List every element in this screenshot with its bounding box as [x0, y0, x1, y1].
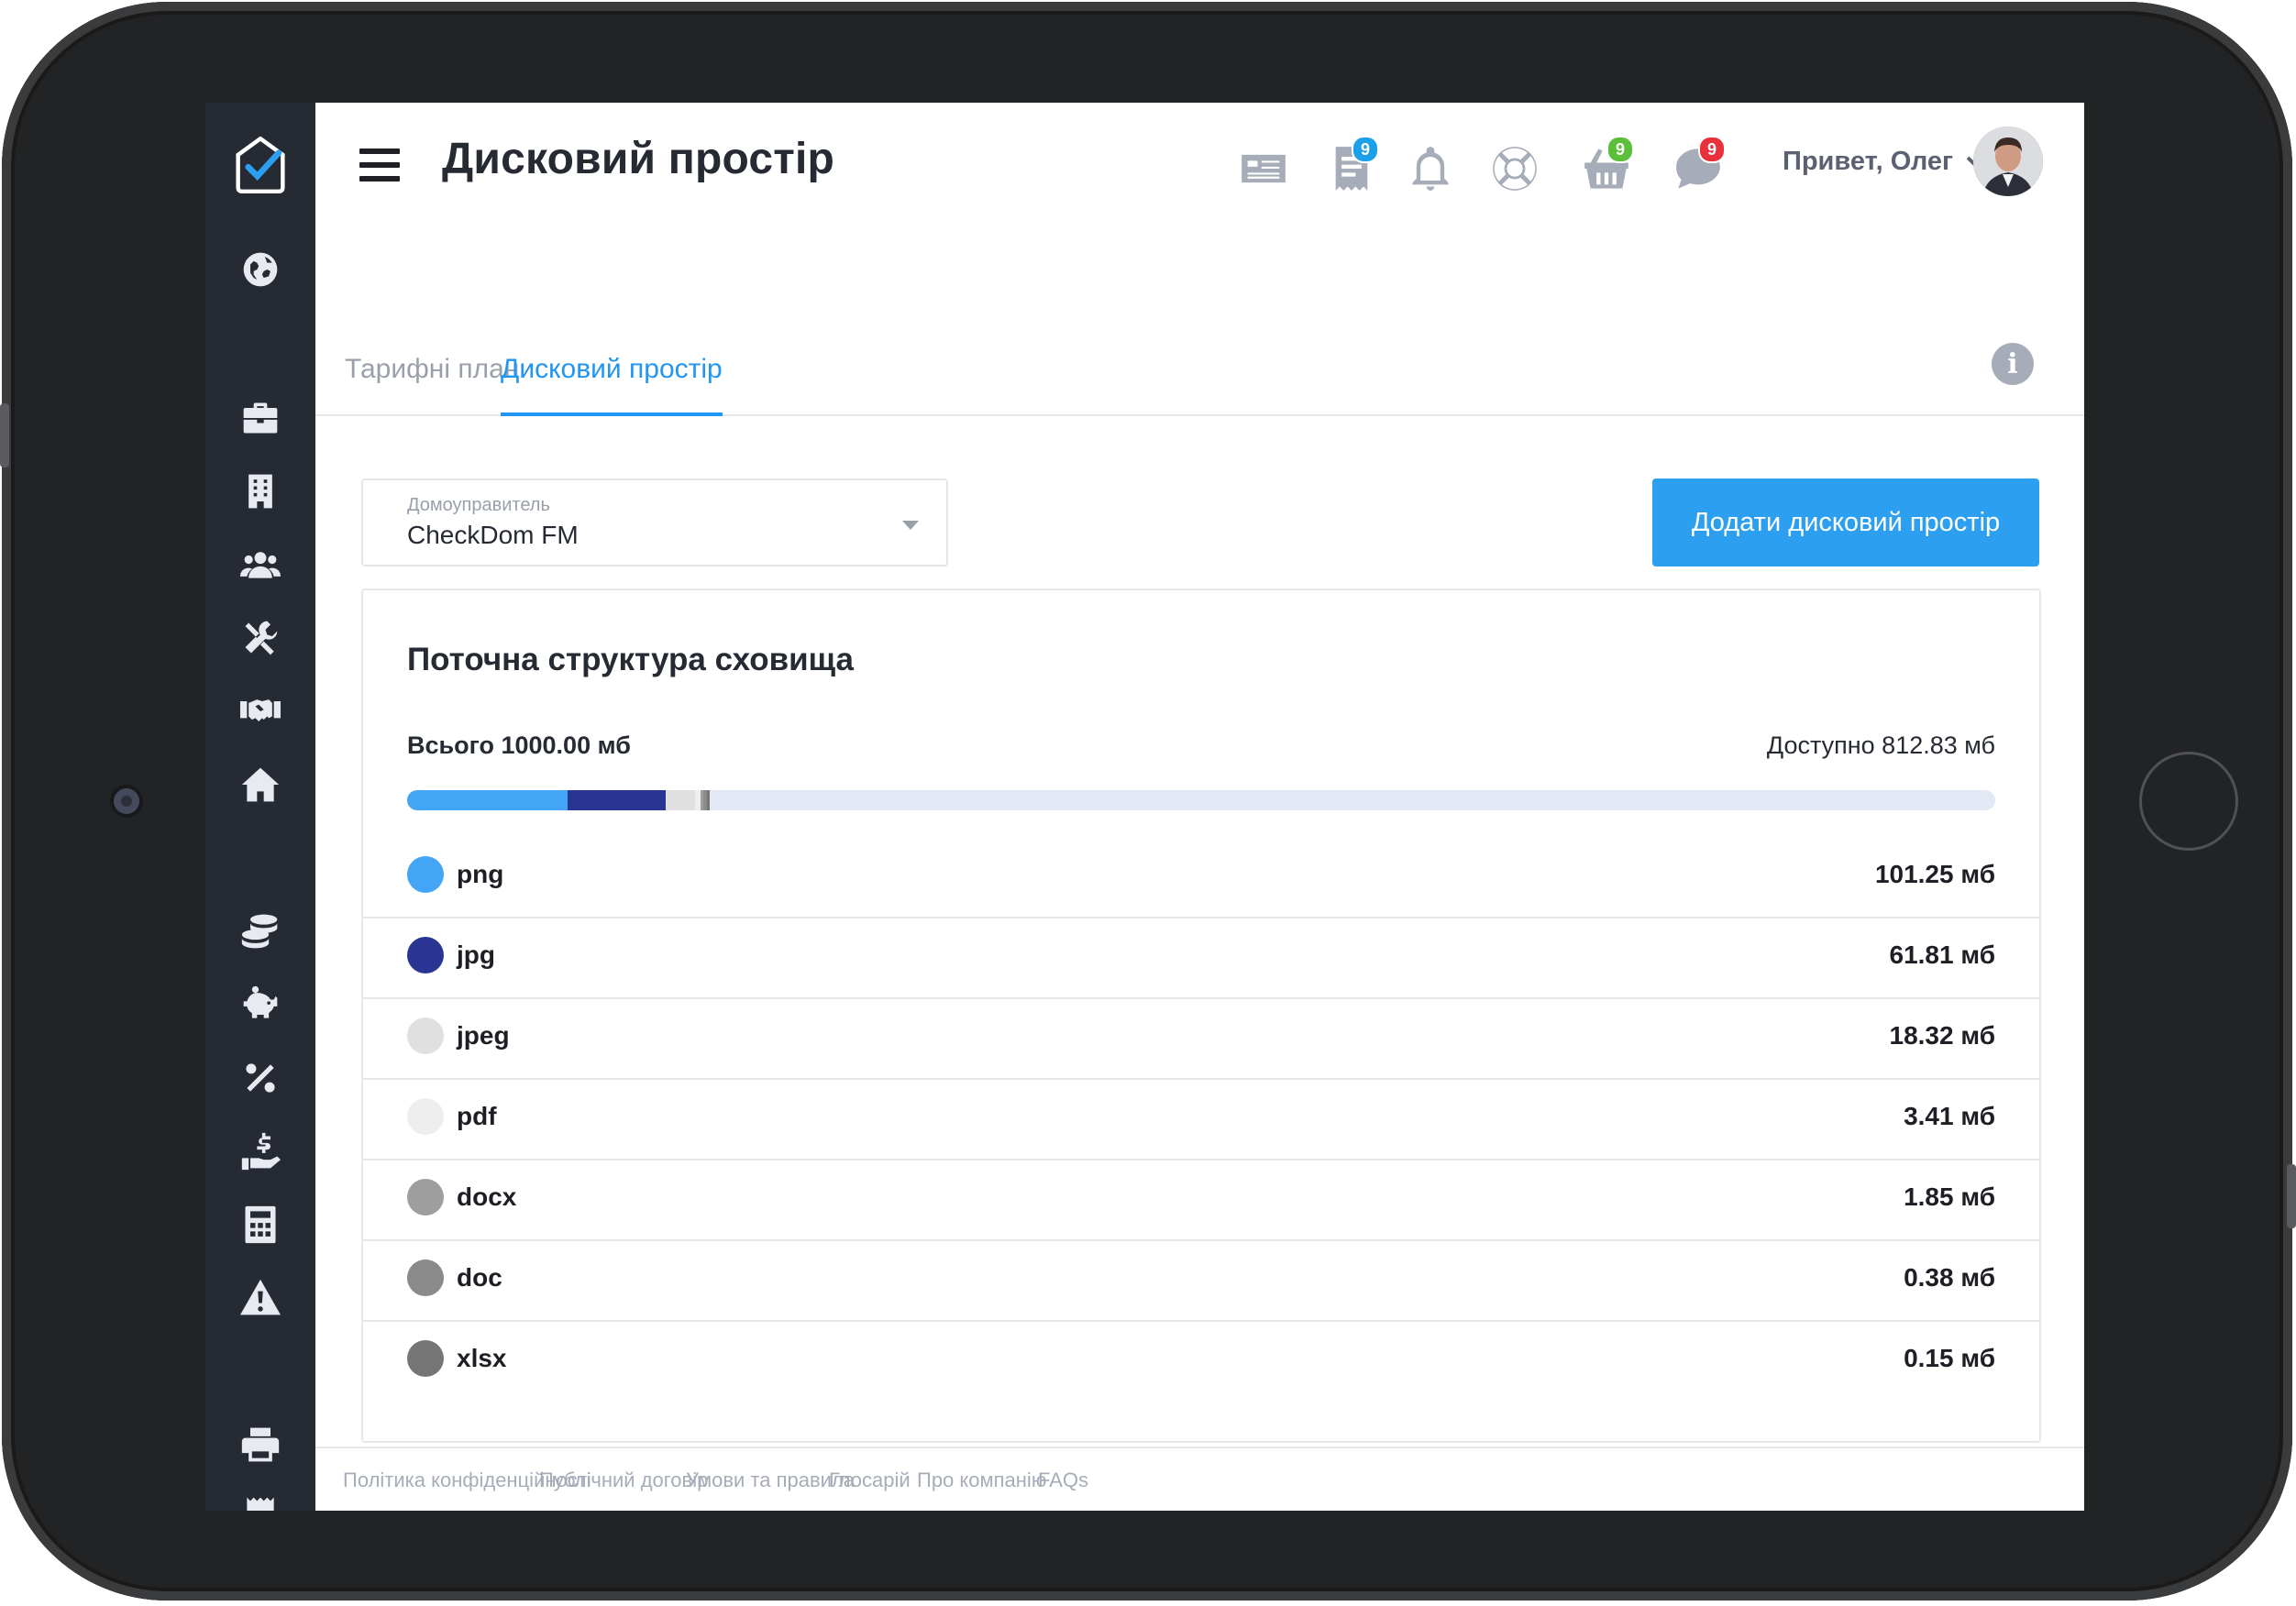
file-ext: xlsx	[457, 1344, 507, 1372]
color-dot	[407, 1179, 444, 1216]
briefcase-icon[interactable]	[238, 396, 282, 440]
users-icon[interactable]	[238, 543, 282, 587]
page-title: Дисковий простір	[442, 135, 835, 183]
color-dot	[407, 1260, 444, 1296]
user-menu[interactable]: Привет, Олег	[1783, 147, 1984, 177]
file-ext: docx	[457, 1182, 517, 1211]
list-item: xlsx 0.15 мб	[363, 1322, 2039, 1401]
info-icon[interactable]: i	[1992, 343, 2034, 385]
home-icon[interactable]	[238, 763, 282, 807]
home-button[interactable]	[2139, 752, 2238, 851]
footer-link-about[interactable]: Про компанію	[917, 1468, 1047, 1491]
file-ext: jpeg	[457, 1021, 510, 1050]
usage-segment-docx	[701, 790, 704, 810]
app-screen: Дисковий простір 9 9 9 Привет, Олег	[205, 103, 2084, 1511]
file-size: 61.81 мб	[1889, 940, 1996, 969]
usage-segment-jpeg	[666, 790, 696, 810]
newspaper-icon[interactable]	[1236, 141, 1291, 196]
usage-segment-pdf	[695, 790, 701, 810]
list-item: doc 0.38 мб	[363, 1241, 2039, 1322]
file-ext: jpg	[457, 940, 495, 969]
footer-link-terms[interactable]: Умови та правила	[686, 1468, 855, 1491]
storage-title: Поточна структура сховища	[407, 642, 855, 677]
usage-bar	[407, 790, 1995, 810]
receipt-bottom-icon[interactable]	[238, 1492, 282, 1511]
footer-link-public-contract[interactable]: Публічний договір	[539, 1468, 709, 1491]
globe-icon[interactable]	[238, 248, 282, 292]
color-dot	[407, 1340, 444, 1377]
receipt-icon[interactable]: 9	[1324, 136, 1379, 196]
list-item: docx 1.85 мб	[363, 1160, 2039, 1241]
tab-tariff-plans[interactable]: Тарифні плани	[345, 354, 535, 384]
receipt-badge: 9	[1352, 136, 1379, 163]
warning-icon[interactable]	[238, 1276, 282, 1320]
select-label: Домоуправитель	[407, 495, 550, 515]
main-content: Дисковий простір 9 9 9 Привет, Олег	[315, 103, 2084, 1511]
basket-icon[interactable]: 9	[1579, 136, 1634, 196]
footer-link-privacy[interactable]: Політика конфіденційності	[343, 1468, 591, 1491]
handshake-icon[interactable]	[238, 689, 282, 733]
file-size: 101.25 мб	[1874, 860, 1995, 888]
calculator-icon[interactable]	[238, 1203, 282, 1247]
storage-total: Всього 1000.00 мб	[407, 732, 631, 759]
file-size: 18.32 мб	[1889, 1021, 1996, 1050]
color-dot	[407, 1098, 444, 1135]
avatar[interactable]	[1973, 126, 2043, 196]
manager-select[interactable]: Домоуправитель CheckDom FM	[361, 478, 948, 566]
menu-icon[interactable]	[359, 148, 400, 185]
piggy-bank-icon[interactable]	[238, 983, 282, 1027]
usage-segment-jpg	[568, 790, 667, 810]
caret-down-icon	[902, 521, 919, 530]
footer-link-glossary[interactable]: Глосарій	[829, 1468, 911, 1491]
storage-card: Поточна структура сховища Всього 1000.00…	[361, 588, 2041, 1443]
color-dot	[407, 937, 444, 974]
side-button	[2287, 1164, 2296, 1228]
chat-icon[interactable]: 9	[1671, 136, 1726, 196]
building-icon[interactable]	[238, 469, 282, 513]
bell-icon[interactable]	[1403, 141, 1458, 196]
tools-icon[interactable]	[238, 616, 282, 660]
add-disk-space-button[interactable]: Додати дисковий простір	[1652, 478, 2039, 566]
usage-segment-png	[407, 790, 568, 810]
coins-icon[interactable]	[238, 909, 282, 953]
file-ext: png	[457, 860, 504, 888]
tab-disk-space[interactable]: Дисковий простір	[501, 354, 723, 416]
file-size: 0.38 мб	[1904, 1263, 1995, 1292]
file-type-list: png 101.25 мб jpg 61.81 мб jpeg 18.32 мб…	[363, 838, 2039, 1401]
usage-segment-xlsx	[706, 790, 711, 810]
footer: Політика конфіденційності Публічний дого…	[315, 1446, 2084, 1511]
list-item: png 101.25 мб	[363, 838, 2039, 918]
printer-icon[interactable]	[238, 1423, 282, 1467]
file-size: 0.15 мб	[1904, 1344, 1995, 1372]
select-value: CheckDom FM	[407, 521, 579, 549]
storage-available: Доступно 812.83 мб	[1766, 732, 1995, 759]
volume-button	[0, 403, 9, 468]
greeting-text: Привет, Олег	[1783, 147, 1954, 176]
sidebar	[205, 103, 315, 1511]
logo-check-icon[interactable]	[235, 136, 286, 194]
file-ext: doc	[457, 1263, 502, 1292]
usage-segment-doc	[703, 790, 707, 810]
file-size: 1.85 мб	[1904, 1182, 1995, 1211]
list-item: jpg 61.81 мб	[363, 918, 2039, 999]
footer-link-faqs[interactable]: FAQs	[1038, 1468, 1089, 1491]
file-size: 3.41 мб	[1904, 1102, 1995, 1130]
percent-icon[interactable]	[238, 1056, 282, 1100]
tab-bar: Тарифні плани Дисковий простір	[315, 314, 2084, 416]
file-ext: pdf	[457, 1102, 497, 1130]
camera	[114, 788, 139, 814]
chat-badge: 9	[1698, 136, 1726, 163]
list-item: jpeg 18.32 мб	[363, 999, 2039, 1080]
basket-badge: 9	[1606, 136, 1634, 163]
hand-dollar-icon[interactable]	[238, 1129, 282, 1173]
color-dot	[407, 856, 444, 893]
color-dot	[407, 1018, 444, 1054]
lifebuoy-icon[interactable]	[1487, 141, 1542, 196]
list-item: pdf 3.41 мб	[363, 1080, 2039, 1160]
